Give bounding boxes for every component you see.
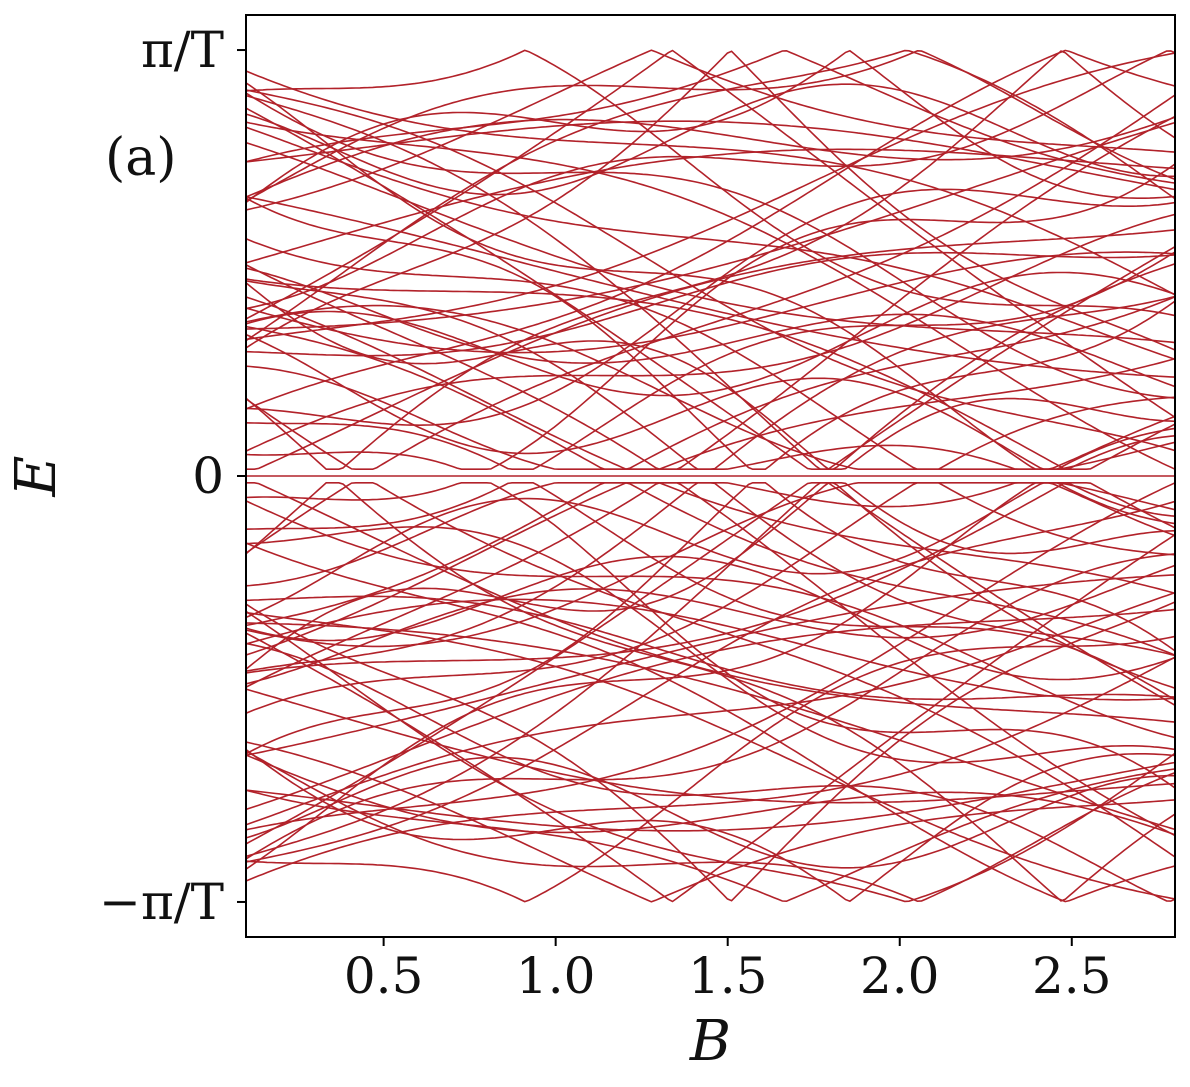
series-line xyxy=(246,251,1175,357)
series-line xyxy=(246,482,1175,648)
series-line xyxy=(246,482,1175,870)
series-line xyxy=(246,82,1175,470)
y-tick-label: −π/T xyxy=(99,873,224,931)
y-tick-label: π/T xyxy=(141,21,224,79)
series-line xyxy=(246,50,1175,470)
series-line xyxy=(246,94,1175,470)
x-tick-label: 2.0 xyxy=(860,947,940,1005)
series-line xyxy=(246,197,1175,470)
x-tick-label: 1.0 xyxy=(516,947,596,1005)
series-line xyxy=(246,163,1175,470)
series-line xyxy=(246,482,1175,845)
x-tick-label: 0.5 xyxy=(344,947,424,1005)
series-line xyxy=(246,482,1175,755)
plot-area xyxy=(246,49,1175,903)
series-line xyxy=(246,188,1175,427)
series-line xyxy=(246,126,1175,361)
series-line xyxy=(246,49,1175,202)
series-line xyxy=(246,213,1175,452)
series-line xyxy=(246,598,1175,701)
series-line xyxy=(246,761,1175,832)
y-tick-label: 0 xyxy=(192,447,224,505)
series-line xyxy=(246,296,1175,470)
series-line xyxy=(246,148,1175,264)
series-line xyxy=(246,120,1175,191)
series-line xyxy=(246,482,1175,701)
series-line xyxy=(246,482,1175,858)
series-line xyxy=(246,121,1175,470)
series-line xyxy=(246,482,1175,902)
series-line xyxy=(246,278,1175,470)
series-line xyxy=(246,482,1175,831)
series-line xyxy=(246,482,1175,837)
x-axis-ticks: 0.5 1.0 1.5 2.0 2.5 xyxy=(344,937,1112,1005)
series-line xyxy=(246,591,1175,826)
x-tick-label: 2.5 xyxy=(1032,947,1112,1005)
series-line xyxy=(246,756,1175,869)
series-line xyxy=(246,107,1175,470)
series-line xyxy=(246,482,1175,670)
series-line xyxy=(246,611,1175,900)
series-line xyxy=(246,282,1175,470)
series-line xyxy=(246,656,1175,882)
x-axis-label: B xyxy=(689,1009,731,1074)
series-line xyxy=(246,482,1175,656)
series-line xyxy=(246,115,1175,470)
y-axis-label: E xyxy=(4,456,69,498)
series-line xyxy=(246,229,1175,470)
series-line xyxy=(246,83,1175,196)
series-line xyxy=(246,52,1175,341)
series-line xyxy=(246,768,1175,903)
series-line xyxy=(246,688,1175,804)
series-line xyxy=(246,94,1175,470)
series-line xyxy=(246,296,1175,470)
series-line xyxy=(246,482,1175,858)
series-line xyxy=(246,49,1175,317)
series-line xyxy=(246,482,1175,723)
panel-label: (a) xyxy=(105,128,177,188)
series-line xyxy=(246,754,1175,836)
series-line xyxy=(246,482,1175,674)
series-line xyxy=(246,116,1175,198)
series-line xyxy=(246,50,1175,310)
series-line xyxy=(246,595,1175,701)
series-line xyxy=(246,92,1175,399)
series-line xyxy=(246,525,1175,764)
series-line xyxy=(246,482,1175,714)
series-line xyxy=(246,482,1175,789)
series-line xyxy=(246,574,1175,756)
series-line xyxy=(246,251,1175,354)
x-tick-label: 1.5 xyxy=(688,947,768,1005)
series-line xyxy=(246,750,1175,903)
series-line xyxy=(246,642,1175,902)
series-line xyxy=(246,196,1175,378)
series-line xyxy=(246,70,1175,296)
series-line xyxy=(246,482,1175,656)
series-line xyxy=(246,251,1175,470)
series-line xyxy=(246,304,1175,470)
y-axis-ticks: −π/T 0 π/T xyxy=(99,21,246,931)
series-line xyxy=(246,553,1175,860)
series-line xyxy=(246,500,1175,739)
series-line xyxy=(246,280,1175,470)
series-line xyxy=(246,500,1175,863)
series-line xyxy=(246,635,1175,903)
series-line xyxy=(246,238,1175,470)
series-line xyxy=(246,482,1175,672)
series-line xyxy=(246,49,1175,184)
series-line xyxy=(246,89,1175,452)
